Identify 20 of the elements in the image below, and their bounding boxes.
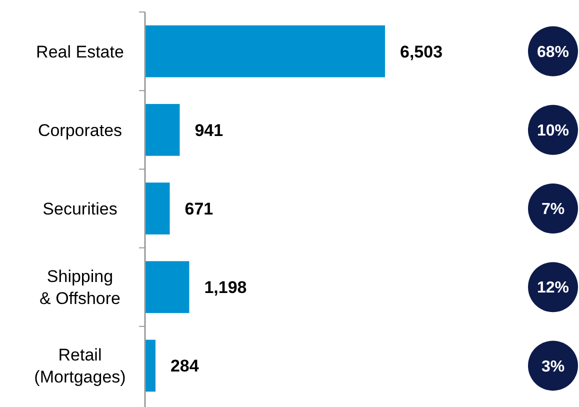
text: 12% bbox=[536, 280, 570, 297]
data-label: 671 bbox=[184, 199, 214, 218]
y-tick-label: Securities bbox=[42, 199, 118, 218]
y-tick-label: Shipping & Offshore bbox=[40, 267, 120, 308]
bar bbox=[145, 261, 190, 314]
data-label: 284 bbox=[170, 356, 200, 376]
y-tick-label: Real Estate bbox=[36, 42, 124, 62]
text: 10% bbox=[536, 122, 570, 140]
data-label: 941 bbox=[194, 120, 224, 140]
text: 68% bbox=[536, 44, 570, 61]
bar bbox=[145, 25, 385, 78]
y-tick-label: Retail (Mortgages) bbox=[34, 346, 126, 387]
y-tick-label: Corporates bbox=[38, 120, 122, 140]
text: 7% bbox=[541, 201, 565, 218]
data-label: 1,198 bbox=[204, 278, 247, 298]
bar bbox=[145, 182, 170, 234]
bar bbox=[145, 104, 180, 156]
data-label: 6,503 bbox=[400, 42, 443, 62]
text: 3% bbox=[541, 358, 565, 376]
bar bbox=[145, 340, 156, 392]
